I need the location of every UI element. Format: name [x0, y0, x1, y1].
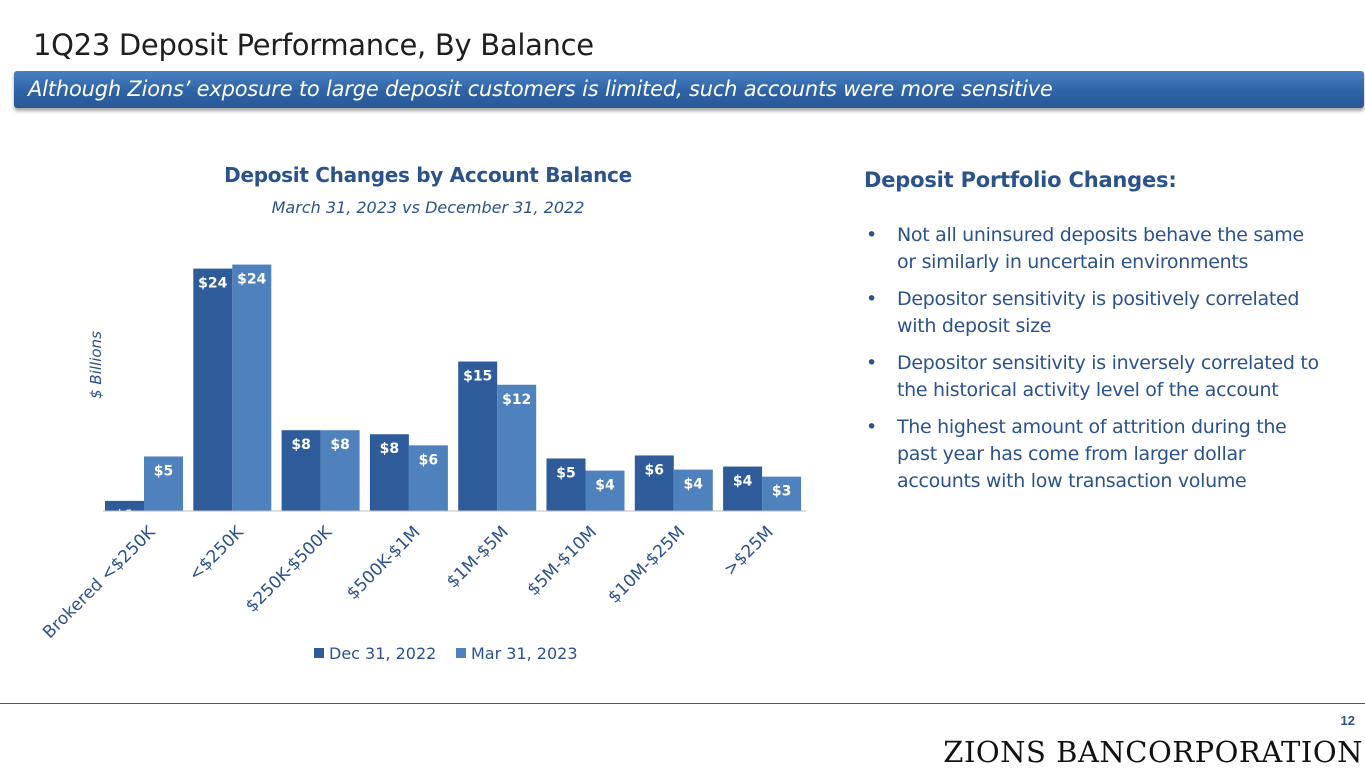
- bar: [369, 434, 409, 511]
- commentary-bullets: • Not all uninsured deposits behave the s…: [866, 222, 1326, 505]
- footer-divider: [0, 703, 1365, 704]
- x-tick-label: $10M-$25M: [604, 522, 689, 607]
- bar: [458, 361, 498, 511]
- bar: [634, 455, 674, 511]
- bullet-text: Not all uninsured deposits behave the sa…: [897, 224, 1304, 273]
- x-tick-label: $500K-$1M: [343, 522, 424, 603]
- legend-label: Dec 31, 2022: [329, 644, 436, 663]
- data-label: $24: [198, 276, 227, 292]
- data-label: $3: [772, 484, 791, 500]
- chart-title: Deposit Changes by Account Balance: [224, 163, 632, 187]
- bar-chart: $1 $5 Brokered <$250K $24 $24 <$250K $8 $8 $250K…: [39, 264, 806, 663]
- data-label: $6: [645, 462, 664, 478]
- bullet-symbol: •: [866, 416, 877, 438]
- subtitle-text: Although Zions’ exposure to large deposi…: [28, 77, 1053, 101]
- x-tick-label: >$25M: [720, 522, 778, 580]
- legend-label: Mar 31, 2023: [471, 644, 578, 663]
- subtitle-banner: Although Zions’ exposure to large deposi…: [14, 71, 1364, 108]
- page-title: 1Q23 Deposit Performance, By Balance: [33, 28, 594, 62]
- commentary-bullet: • The highest amount of attrition during …: [866, 414, 1326, 495]
- data-label: $4: [595, 478, 615, 494]
- bullet-text: Depositor sensitivity is inversely corre…: [897, 352, 1319, 401]
- bar: [105, 500, 144, 511]
- commentary-bullet: • Depositor sensitivity is inversely corr…: [866, 350, 1326, 404]
- bar: [193, 268, 233, 511]
- bar: [408, 445, 448, 511]
- bar: [585, 470, 625, 511]
- data-label: $4: [733, 474, 753, 490]
- x-tick-label: $250K-$500K: [242, 522, 337, 617]
- data-label: $12: [502, 392, 531, 408]
- legend-swatch: [314, 648, 324, 658]
- commentary-bullet: • Not all uninsured deposits behave the s…: [866, 222, 1326, 276]
- data-label: $4: [684, 477, 704, 493]
- chart-subtitle: March 31, 2023 vs December 31, 2022: [271, 198, 585, 217]
- bar: [497, 384, 537, 511]
- data-label: $8: [380, 441, 399, 457]
- data-label: $6: [419, 452, 438, 468]
- bar: [673, 469, 713, 511]
- bar: [232, 264, 272, 511]
- bar: [320, 430, 360, 511]
- data-label: $5: [154, 463, 173, 479]
- bullet-text: Depositor sensitivity is positively corr…: [897, 288, 1300, 337]
- company-logo: ZIONS BANCORPORATION: [943, 735, 1363, 769]
- bar: [762, 476, 802, 511]
- bar: [723, 466, 763, 511]
- x-tick-label: <$250K: [185, 522, 248, 585]
- data-label: $8: [330, 437, 349, 453]
- commentary-title: Deposit Portfolio Changes:: [864, 168, 1177, 192]
- data-label: $1: [115, 508, 134, 524]
- bullet-symbol: •: [866, 288, 877, 310]
- bar: [281, 430, 321, 511]
- x-tick-label: $5M-$10M: [524, 522, 601, 599]
- bar: [546, 458, 586, 511]
- x-tick-label: Brokered <$250K: [39, 522, 160, 643]
- legend-swatch: [456, 648, 466, 658]
- data-label: $5: [556, 465, 575, 481]
- x-tick-label: $1M-$5M: [443, 522, 513, 592]
- bar: [144, 456, 183, 511]
- bullet-symbol: •: [866, 352, 877, 374]
- bullet-symbol: •: [866, 224, 877, 246]
- data-label: $8: [291, 437, 310, 453]
- page-number: 12: [1340, 713, 1355, 728]
- commentary-bullet: • Depositor sensitivity is positively cor…: [866, 286, 1326, 340]
- bullet-text: The highest amount of attrition during t…: [897, 416, 1287, 492]
- data-label: $15: [463, 369, 492, 385]
- data-label: $24: [237, 272, 266, 288]
